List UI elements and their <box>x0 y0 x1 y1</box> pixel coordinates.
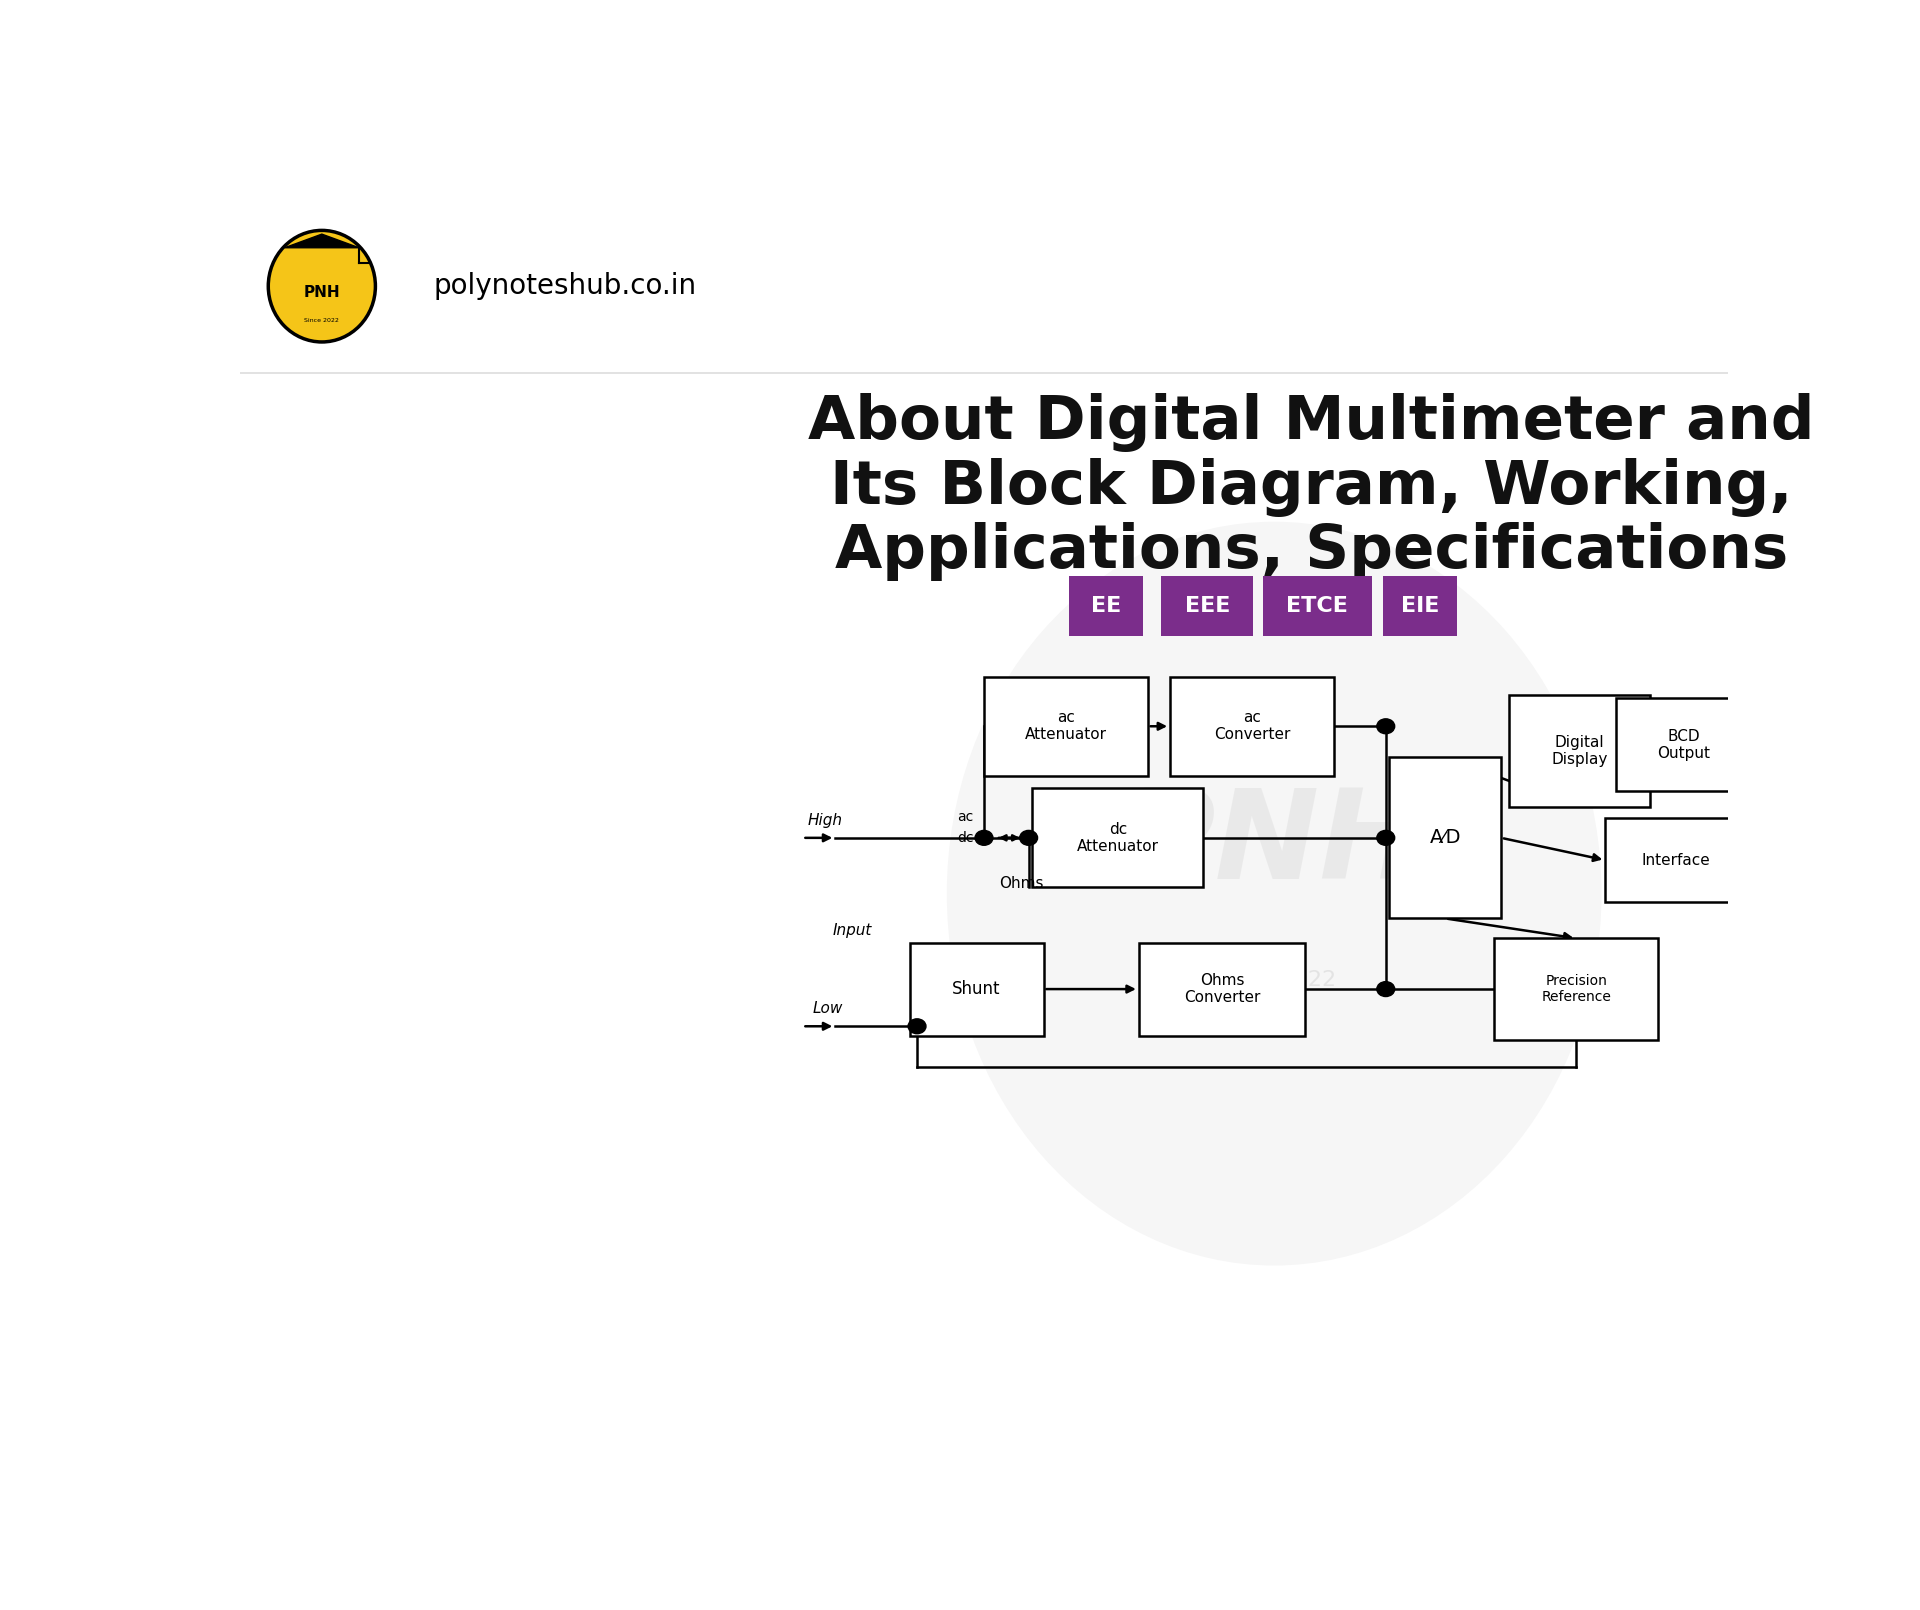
FancyBboxPatch shape <box>983 676 1148 776</box>
Text: Since 2022: Since 2022 <box>305 319 340 324</box>
Text: BCD
Output: BCD Output <box>1657 729 1711 762</box>
FancyBboxPatch shape <box>1382 576 1457 636</box>
Text: ETCE: ETCE <box>1286 596 1348 617</box>
FancyBboxPatch shape <box>1139 942 1306 1035</box>
Text: Shunt: Shunt <box>952 980 1000 998</box>
Ellipse shape <box>947 522 1601 1265</box>
Text: ac: ac <box>958 810 973 824</box>
Text: Input: Input <box>833 923 872 939</box>
FancyBboxPatch shape <box>1605 818 1747 902</box>
FancyBboxPatch shape <box>1617 699 1751 792</box>
Circle shape <box>1377 831 1394 845</box>
Text: Applications, Specifications: Applications, Specifications <box>835 522 1788 581</box>
FancyBboxPatch shape <box>1169 676 1334 776</box>
FancyBboxPatch shape <box>910 942 1044 1035</box>
Circle shape <box>1020 831 1037 845</box>
Circle shape <box>908 1019 925 1034</box>
Text: Its Block Diagram, Working,: Its Block Diagram, Working, <box>829 457 1793 517</box>
Text: About Digital Multimeter and: About Digital Multimeter and <box>808 393 1814 452</box>
Text: Digital
Display: Digital Display <box>1551 734 1607 768</box>
Polygon shape <box>284 233 359 248</box>
Text: EE: EE <box>1091 596 1121 617</box>
FancyBboxPatch shape <box>1162 576 1254 636</box>
Text: ac
Attenuator: ac Attenuator <box>1025 710 1106 742</box>
Text: Since 2022: Since 2022 <box>1212 971 1336 990</box>
FancyBboxPatch shape <box>1263 576 1371 636</box>
Text: Ohms
Converter: Ohms Converter <box>1185 972 1260 1005</box>
Text: Low: Low <box>812 1001 843 1016</box>
Text: Interface: Interface <box>1642 853 1711 868</box>
Text: High: High <box>808 813 843 828</box>
Text: Precision
Reference: Precision Reference <box>1542 974 1611 1005</box>
Ellipse shape <box>269 230 376 341</box>
Text: EIE: EIE <box>1402 596 1440 617</box>
Circle shape <box>1377 982 1394 997</box>
FancyBboxPatch shape <box>1494 939 1659 1040</box>
Text: ac
Converter: ac Converter <box>1213 710 1290 742</box>
FancyBboxPatch shape <box>1390 757 1501 918</box>
Circle shape <box>1377 718 1394 734</box>
Text: A⁄D: A⁄D <box>1430 828 1461 847</box>
Text: PNH: PNH <box>303 285 340 299</box>
Text: Ohms: Ohms <box>998 876 1043 892</box>
FancyBboxPatch shape <box>1069 576 1142 636</box>
FancyBboxPatch shape <box>1509 696 1649 807</box>
Text: PNH: PNH <box>1123 784 1425 905</box>
Text: dc: dc <box>956 831 973 845</box>
Text: EEE: EEE <box>1185 596 1231 617</box>
Text: polynoteshub.co.in: polynoteshub.co.in <box>434 272 697 299</box>
Text: dc
Attenuator: dc Attenuator <box>1077 821 1160 853</box>
FancyBboxPatch shape <box>1033 789 1204 887</box>
Circle shape <box>975 831 993 845</box>
